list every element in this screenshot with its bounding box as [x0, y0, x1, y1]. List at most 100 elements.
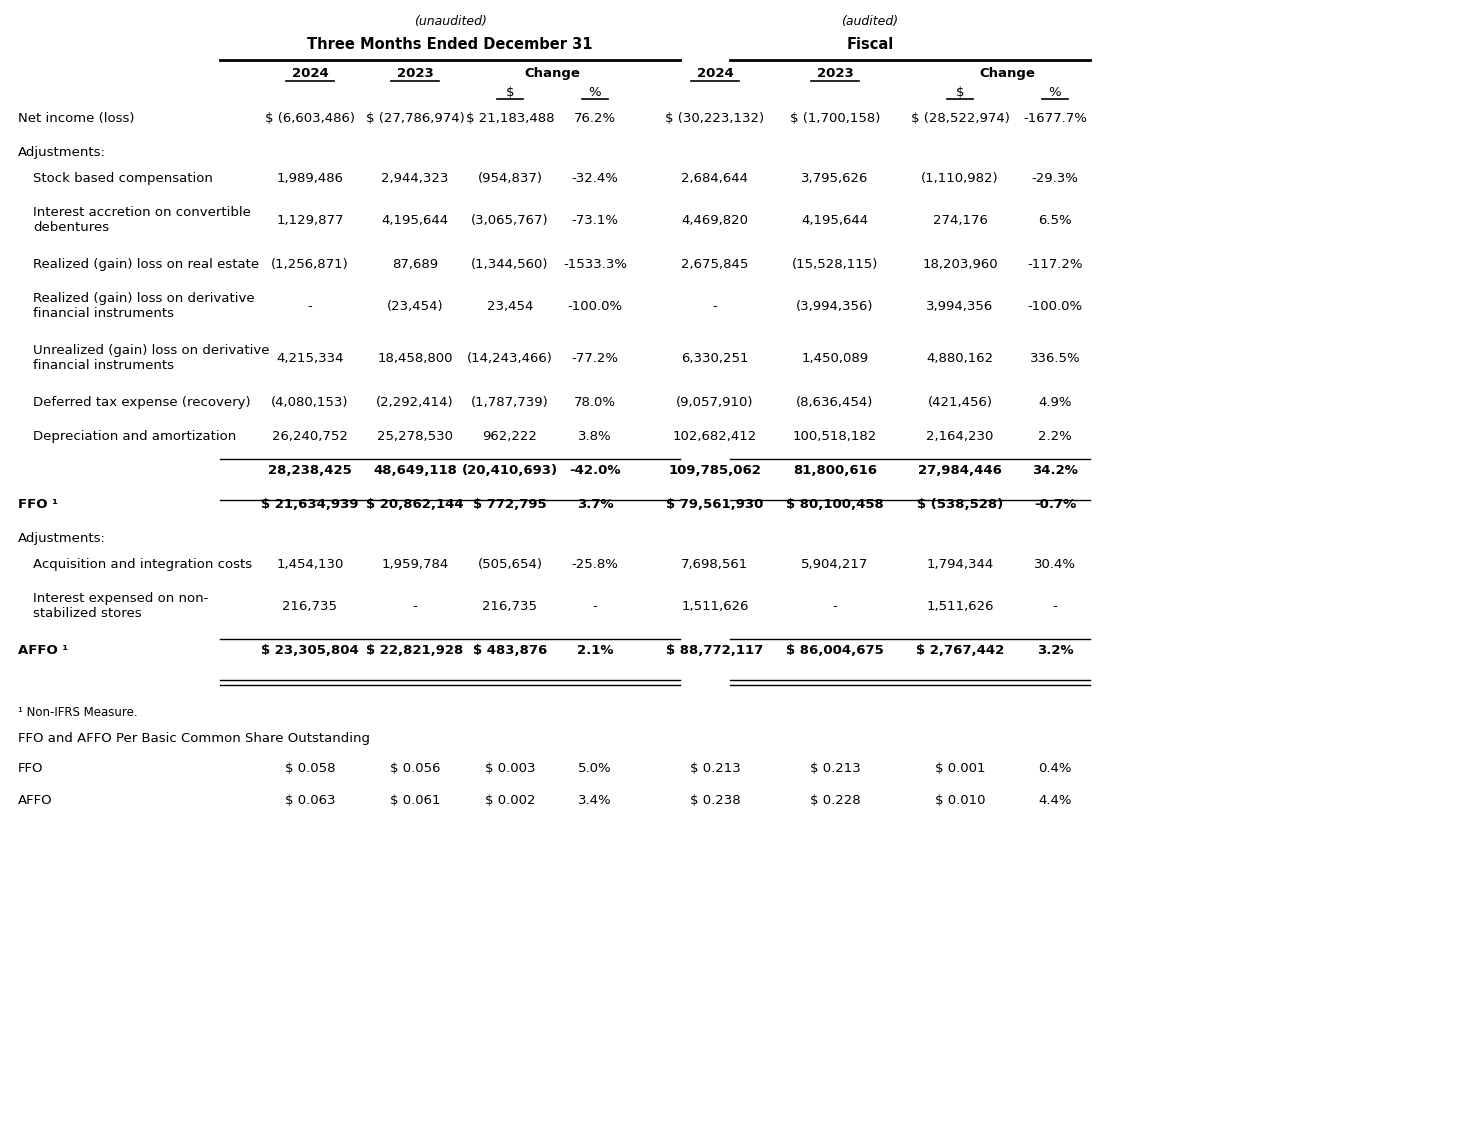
Text: -: - — [833, 600, 837, 613]
Text: 5,904,217: 5,904,217 — [802, 558, 868, 571]
Text: 3.4%: 3.4% — [578, 794, 612, 807]
Text: -: - — [413, 600, 417, 613]
Text: (1,787,739): (1,787,739) — [472, 396, 548, 410]
Text: Deferred tax expense (recovery): Deferred tax expense (recovery) — [32, 396, 251, 410]
Text: $ (1,700,158): $ (1,700,158) — [790, 112, 880, 125]
Text: $ 80,100,458: $ 80,100,458 — [786, 498, 884, 511]
Text: 4,469,820: 4,469,820 — [681, 214, 749, 227]
Text: (1,344,560): (1,344,560) — [472, 258, 548, 272]
Text: -29.3%: -29.3% — [1032, 172, 1079, 185]
Text: Change: Change — [525, 67, 579, 80]
Text: financial instruments: financial instruments — [32, 307, 174, 320]
Text: 4,195,644: 4,195,644 — [382, 214, 448, 227]
Text: %: % — [588, 86, 601, 99]
Text: -25.8%: -25.8% — [572, 558, 619, 571]
Text: 87,689: 87,689 — [392, 258, 438, 272]
Text: 1,794,344: 1,794,344 — [926, 558, 993, 571]
Text: 2.1%: 2.1% — [576, 644, 613, 657]
Text: (2,292,414): (2,292,414) — [376, 396, 454, 410]
Text: AFFO ¹: AFFO ¹ — [18, 644, 68, 657]
Text: Fiscal: Fiscal — [846, 37, 893, 52]
Text: -0.7%: -0.7% — [1033, 498, 1076, 511]
Text: Depreciation and amortization: Depreciation and amortization — [32, 430, 236, 443]
Text: (1,256,871): (1,256,871) — [271, 258, 349, 272]
Text: (14,243,466): (14,243,466) — [467, 352, 553, 365]
Text: 1,511,626: 1,511,626 — [681, 600, 749, 613]
Text: $: $ — [506, 86, 514, 99]
Text: (421,456): (421,456) — [927, 396, 992, 410]
Text: FFO ¹: FFO ¹ — [18, 498, 57, 511]
Text: ¹ Non-IFRS Measure.: ¹ Non-IFRS Measure. — [18, 706, 137, 719]
Text: 2023: 2023 — [397, 67, 433, 80]
Text: $ 0.058: $ 0.058 — [284, 762, 335, 775]
Text: $: $ — [955, 86, 964, 99]
Text: 48,649,118: 48,649,118 — [373, 465, 457, 477]
Text: $ 86,004,675: $ 86,004,675 — [786, 644, 884, 657]
Text: -77.2%: -77.2% — [572, 352, 619, 365]
Text: 2023: 2023 — [817, 67, 853, 80]
Text: (20,410,693): (20,410,693) — [461, 465, 559, 477]
Text: Acquisition and integration costs: Acquisition and integration costs — [32, 558, 252, 571]
Text: 2024: 2024 — [697, 67, 734, 80]
Text: 23,454: 23,454 — [486, 300, 534, 313]
Text: (23,454): (23,454) — [386, 300, 444, 313]
Text: (9,057,910): (9,057,910) — [677, 396, 753, 410]
Text: $ (30,223,132): $ (30,223,132) — [665, 112, 765, 125]
Text: 18,458,800: 18,458,800 — [377, 352, 453, 365]
Text: $ 0.061: $ 0.061 — [389, 794, 441, 807]
Text: Interest accretion on convertible: Interest accretion on convertible — [32, 206, 251, 219]
Text: 216,735: 216,735 — [482, 600, 538, 613]
Text: 2,684,644: 2,684,644 — [681, 172, 749, 185]
Text: 4,215,334: 4,215,334 — [276, 352, 343, 365]
Text: $ (27,786,974): $ (27,786,974) — [366, 112, 464, 125]
Text: -: - — [308, 300, 312, 313]
Text: 274,176: 274,176 — [933, 214, 988, 227]
Text: 4.9%: 4.9% — [1038, 396, 1072, 410]
Text: 4.4%: 4.4% — [1038, 794, 1072, 807]
Text: -117.2%: -117.2% — [1027, 258, 1083, 272]
Text: 18,203,960: 18,203,960 — [923, 258, 998, 272]
Text: $ 0.056: $ 0.056 — [389, 762, 441, 775]
Text: 30.4%: 30.4% — [1033, 558, 1076, 571]
Text: Adjustments:: Adjustments: — [18, 532, 106, 545]
Text: AFFO: AFFO — [18, 794, 53, 807]
Text: $ (538,528): $ (538,528) — [917, 498, 1004, 511]
Text: Realized (gain) loss on derivative: Realized (gain) loss on derivative — [32, 292, 255, 305]
Text: $ 0.002: $ 0.002 — [485, 794, 535, 807]
Text: (3,994,356): (3,994,356) — [796, 300, 874, 313]
Text: $ (28,522,974): $ (28,522,974) — [911, 112, 1010, 125]
Text: (954,837): (954,837) — [478, 172, 542, 185]
Text: Interest expensed on non-: Interest expensed on non- — [32, 592, 208, 605]
Text: 81,800,616: 81,800,616 — [793, 465, 877, 477]
Text: 6.5%: 6.5% — [1038, 214, 1072, 227]
Text: -73.1%: -73.1% — [572, 214, 619, 227]
Text: 2.2%: 2.2% — [1038, 430, 1072, 443]
Text: 26,240,752: 26,240,752 — [273, 430, 348, 443]
Text: -: - — [712, 300, 718, 313]
Text: -42.0%: -42.0% — [569, 465, 621, 477]
Text: 1,959,784: 1,959,784 — [382, 558, 448, 571]
Text: $ 79,561,930: $ 79,561,930 — [666, 498, 764, 511]
Text: 3,994,356: 3,994,356 — [926, 300, 993, 313]
Text: 78.0%: 78.0% — [573, 396, 616, 410]
Text: 27,984,446: 27,984,446 — [918, 465, 1002, 477]
Text: 1,129,877: 1,129,877 — [276, 214, 343, 227]
Text: 3,795,626: 3,795,626 — [802, 172, 868, 185]
Text: Unrealized (gain) loss on derivative: Unrealized (gain) loss on derivative — [32, 344, 270, 357]
Text: Adjustments:: Adjustments: — [18, 146, 106, 159]
Text: -100.0%: -100.0% — [567, 300, 622, 313]
Text: 100,518,182: 100,518,182 — [793, 430, 877, 443]
Text: -: - — [593, 600, 597, 613]
Text: $ 22,821,928: $ 22,821,928 — [367, 644, 464, 657]
Text: 1,450,089: 1,450,089 — [802, 352, 868, 365]
Text: 3.7%: 3.7% — [576, 498, 613, 511]
Text: $ 21,634,939: $ 21,634,939 — [261, 498, 358, 511]
Text: -1533.3%: -1533.3% — [563, 258, 626, 272]
Text: %: % — [1048, 86, 1061, 99]
Text: $ 0.213: $ 0.213 — [809, 762, 861, 775]
Text: Stock based compensation: Stock based compensation — [32, 172, 212, 185]
Text: 2,675,845: 2,675,845 — [681, 258, 749, 272]
Text: (505,654): (505,654) — [478, 558, 542, 571]
Text: $ 0.003: $ 0.003 — [485, 762, 535, 775]
Text: $ 772,795: $ 772,795 — [473, 498, 547, 511]
